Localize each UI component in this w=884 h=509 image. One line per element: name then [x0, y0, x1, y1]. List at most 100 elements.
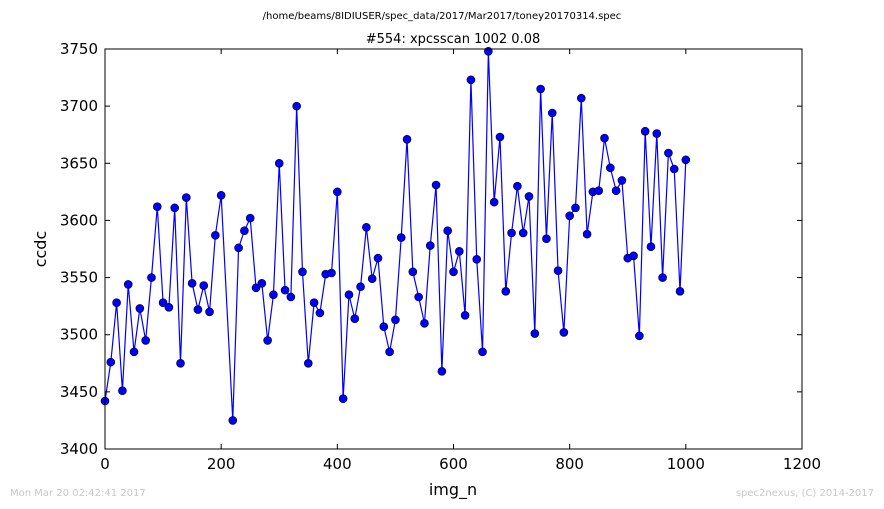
data-point [211, 230, 220, 240]
data-point [449, 267, 458, 277]
data-point [559, 328, 569, 337]
data-point [274, 158, 284, 168]
y-tick-label: 3450 [60, 383, 98, 401]
data-point [414, 292, 423, 302]
data-point [513, 181, 522, 191]
data-point [205, 307, 214, 317]
data-point [129, 347, 139, 357]
data-point [118, 386, 127, 396]
data-point [327, 268, 336, 278]
data-point [135, 304, 145, 313]
data-point [466, 75, 476, 85]
data-point [193, 305, 203, 314]
data-point [286, 292, 296, 302]
chart-title: #554: xpcsscan 1002 0.08 [366, 32, 541, 47]
data-point [484, 46, 493, 56]
data-point [629, 251, 638, 261]
data-point [600, 133, 609, 143]
data-point [507, 228, 516, 238]
data-point [216, 190, 226, 200]
data-point [298, 267, 307, 277]
data-point [437, 366, 447, 376]
data-point [170, 203, 179, 213]
data-point [460, 310, 470, 320]
data-point [315, 308, 325, 318]
data-point [269, 290, 278, 300]
data-point [646, 242, 656, 252]
data-point [245, 213, 255, 223]
data-point [635, 331, 644, 341]
data-point [385, 347, 394, 357]
x-tick-label: 1000 [667, 455, 705, 473]
y-tick-label: 3650 [60, 154, 98, 172]
data-point [582, 229, 592, 239]
data-point [303, 358, 313, 368]
data-point [263, 336, 272, 345]
data-point [257, 278, 267, 288]
data-point [420, 318, 429, 328]
y-tick-label: 3750 [60, 40, 98, 58]
data-point [338, 394, 348, 404]
data-point [524, 192, 534, 201]
axes-frame [104, 48, 803, 450]
x-tick-label: 200 [207, 455, 236, 473]
data-point [187, 278, 197, 288]
x-tick-label: 400 [323, 455, 352, 473]
data-point [495, 132, 505, 142]
data-point [251, 283, 261, 293]
data-point [391, 315, 400, 325]
series-line [104, 51, 687, 421]
data-point [455, 246, 464, 256]
axis-ticks: 0 200 400 600 800 1000 1200 3400 3450 3500 3550 360… [60, 40, 821, 473]
data-point [240, 226, 249, 236]
data-point [594, 186, 604, 196]
data-point [675, 286, 685, 296]
data-point [367, 274, 377, 284]
data-point [606, 163, 615, 173]
data-point [472, 254, 482, 264]
data-point [164, 302, 174, 312]
data-point [669, 164, 679, 174]
data-point [350, 314, 360, 324]
data-point [234, 243, 243, 253]
data-point [478, 347, 487, 357]
data-point [112, 298, 121, 308]
y-tick-label: 3700 [60, 97, 98, 115]
data-point [402, 134, 412, 144]
x-axis-label: img_n [429, 480, 477, 500]
data-point [362, 222, 371, 232]
y-tick-label: 3400 [60, 440, 98, 458]
data-point [379, 322, 389, 332]
y-tick-label: 3550 [60, 269, 98, 287]
data-point [617, 176, 627, 185]
data-point [356, 282, 365, 292]
data-point [333, 187, 342, 197]
data-point [571, 203, 580, 213]
footer-credit: spec2nexus, (C) 2014-2017 [735, 488, 874, 499]
data-point [565, 211, 574, 221]
data-point [199, 281, 209, 290]
data-point [547, 108, 557, 118]
data-point [292, 101, 301, 111]
data-point [158, 298, 168, 308]
data-point [309, 298, 319, 308]
data-point [576, 93, 586, 103]
data-point [518, 228, 528, 238]
data-point [425, 241, 435, 250]
data-point [530, 329, 540, 338]
data-point [106, 357, 116, 367]
x-tick-label: 1200 [783, 455, 821, 473]
data-point [652, 129, 662, 138]
data-point [640, 126, 650, 136]
data-point [152, 202, 162, 212]
data-point [280, 285, 290, 295]
data-point [501, 286, 511, 296]
data-point [664, 148, 673, 158]
data-point [443, 226, 452, 236]
data-point [344, 290, 354, 300]
data-point [611, 186, 621, 196]
data-point [553, 266, 563, 276]
data-point [147, 273, 156, 282]
data-point [228, 416, 238, 425]
